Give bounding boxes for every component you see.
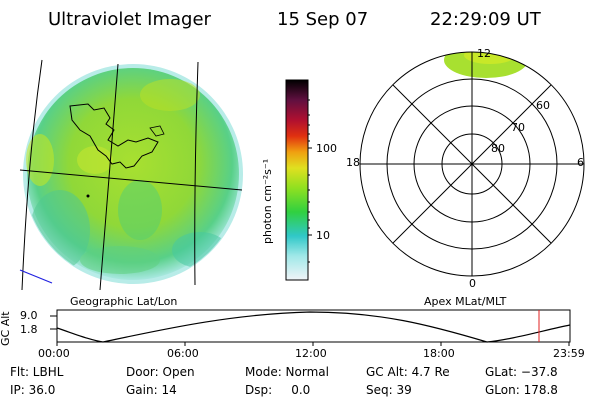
polar-plot [359, 51, 585, 277]
colorbar-tick-100: 100 [316, 142, 337, 155]
gc-alt-axis-label: GC Alt [0, 311, 12, 346]
colorbar-tick-10: 10 [316, 229, 330, 242]
geo-grid [19, 59, 243, 291]
ytick-1-8: 1.8 [20, 323, 38, 336]
xtick-1200: 12:00 [295, 347, 327, 360]
app-title: Ultraviolet Imager [48, 9, 211, 30]
ip-info: IP: 36.0 [10, 383, 56, 397]
door-info: Door: Open [126, 365, 195, 379]
date-label: 15 Sep 07 [277, 9, 369, 30]
xtick-1800: 18:00 [423, 347, 455, 360]
colorbar-unit-label: photon cm⁻²s⁻¹ [261, 158, 274, 244]
colorbar [285, 79, 312, 281]
apex-label: Apex MLat/MLT [424, 295, 507, 308]
dsp-info: Dsp: 0.0 [245, 383, 311, 397]
filter-info: Flt: LBHL [10, 365, 64, 379]
continent-outline [69, 103, 159, 169]
mlat-label-80: 80 [491, 142, 505, 155]
gain-info: Gain: 14 [126, 383, 177, 397]
gc-alt-info: GC Alt: 4.7 Re [366, 365, 450, 379]
glon-info: GLon: 178.8 [485, 383, 558, 397]
geographic-label: Geographic Lat/Lon [70, 295, 178, 308]
mode-info: Mode: Normal [245, 365, 329, 379]
mlt-label-0: 0 [469, 277, 476, 290]
mlat-label-60: 60 [536, 99, 550, 112]
time-label: 22:29:09 UT [430, 9, 541, 30]
altitude-plot [50, 309, 571, 346]
mlt-label-6: 6 [577, 156, 584, 169]
mlt-label-18: 18 [346, 156, 360, 169]
ytick-9: 9.0 [20, 309, 38, 322]
xtick-0000: 00:00 [38, 347, 70, 360]
glat-info: GLat: −37.8 [485, 365, 558, 379]
altitude-curve [56, 311, 571, 343]
mlt-label-12: 12 [477, 47, 491, 60]
xtick-0600: 06:00 [167, 347, 199, 360]
seq-info: Seq: 39 [366, 383, 412, 397]
uv-image-disc [19, 59, 243, 291]
xtick-2359: 23:59 [553, 347, 585, 360]
mlat-label-70: 70 [511, 121, 525, 134]
